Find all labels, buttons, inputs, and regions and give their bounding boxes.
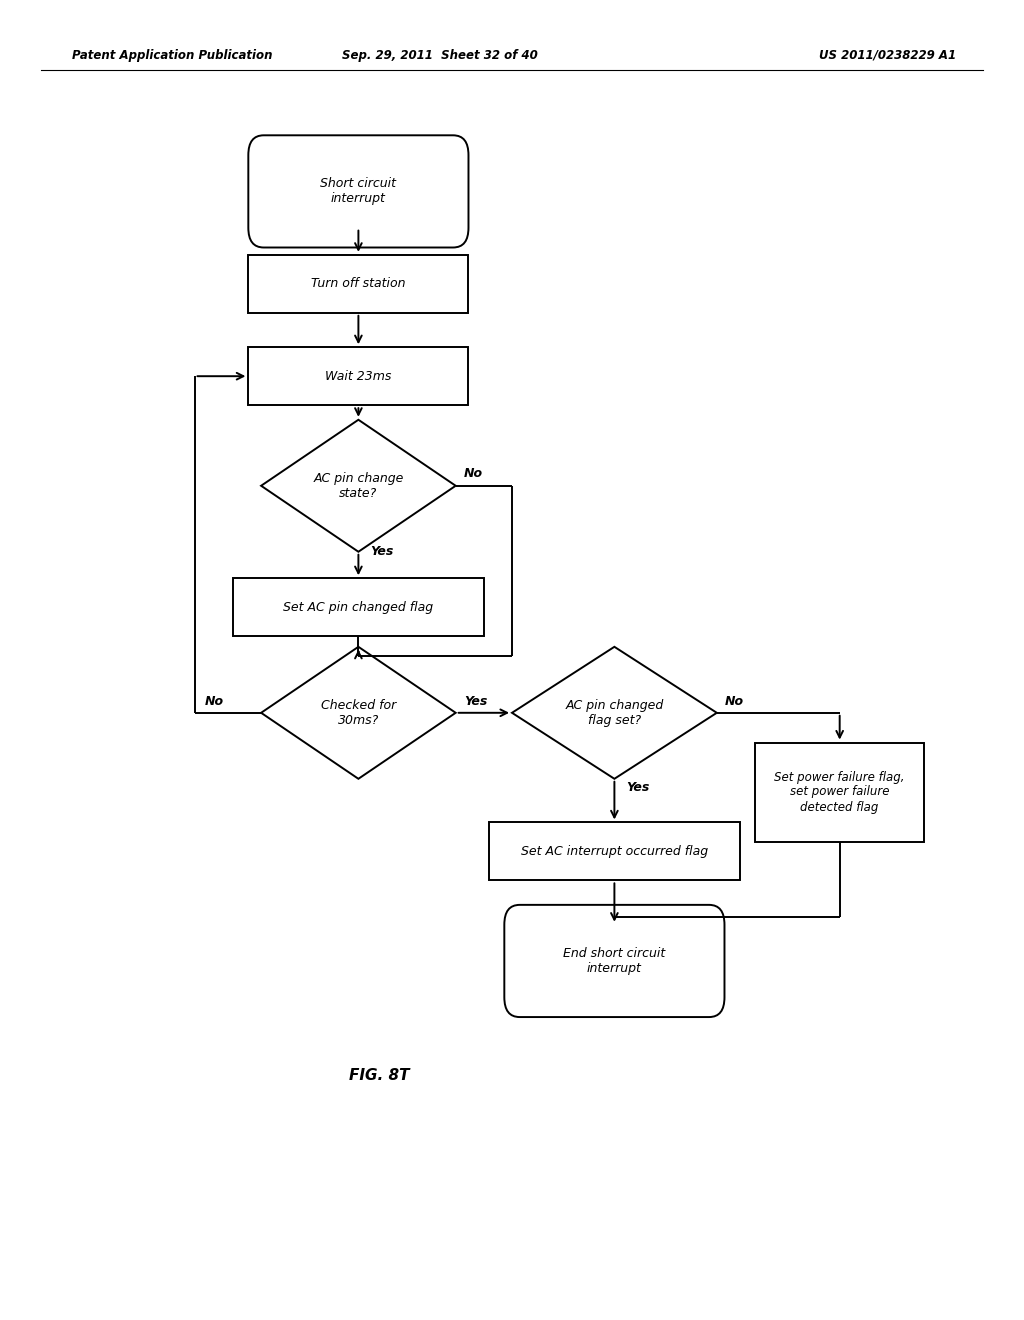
Text: FIG. 8T: FIG. 8T — [348, 1068, 410, 1084]
Text: Yes: Yes — [464, 694, 487, 708]
Text: Wait 23ms: Wait 23ms — [326, 370, 391, 383]
Text: US 2011/0238229 A1: US 2011/0238229 A1 — [819, 49, 956, 62]
Text: Patent Application Publication: Patent Application Publication — [72, 49, 272, 62]
Text: AC pin change
state?: AC pin change state? — [313, 471, 403, 500]
Text: No: No — [205, 694, 224, 708]
FancyBboxPatch shape — [504, 906, 724, 1016]
Text: No: No — [725, 694, 744, 708]
Text: Set AC pin changed flag: Set AC pin changed flag — [284, 601, 433, 614]
Text: End short circuit
interrupt: End short circuit interrupt — [563, 946, 666, 975]
Polygon shape — [512, 647, 717, 779]
Text: Turn off station: Turn off station — [311, 277, 406, 290]
Bar — [248, 347, 469, 405]
Text: No: No — [464, 467, 483, 480]
Bar — [489, 822, 739, 880]
Text: AC pin changed
flag set?: AC pin changed flag set? — [565, 698, 664, 727]
Bar — [248, 255, 469, 313]
Bar — [232, 578, 483, 636]
Text: Yes: Yes — [371, 545, 394, 558]
Text: Yes: Yes — [627, 781, 650, 795]
Text: Sep. 29, 2011  Sheet 32 of 40: Sep. 29, 2011 Sheet 32 of 40 — [342, 49, 539, 62]
Bar — [755, 742, 924, 842]
Polygon shape — [261, 420, 456, 552]
Text: Checked for
30ms?: Checked for 30ms? — [321, 698, 396, 727]
Polygon shape — [261, 647, 456, 779]
Text: Set power failure flag,
set power failure
detected flag: Set power failure flag, set power failur… — [774, 771, 905, 813]
FancyBboxPatch shape — [248, 135, 468, 248]
Text: Set AC interrupt occurred flag: Set AC interrupt occurred flag — [521, 845, 708, 858]
Text: Short circuit
interrupt: Short circuit interrupt — [321, 177, 396, 206]
